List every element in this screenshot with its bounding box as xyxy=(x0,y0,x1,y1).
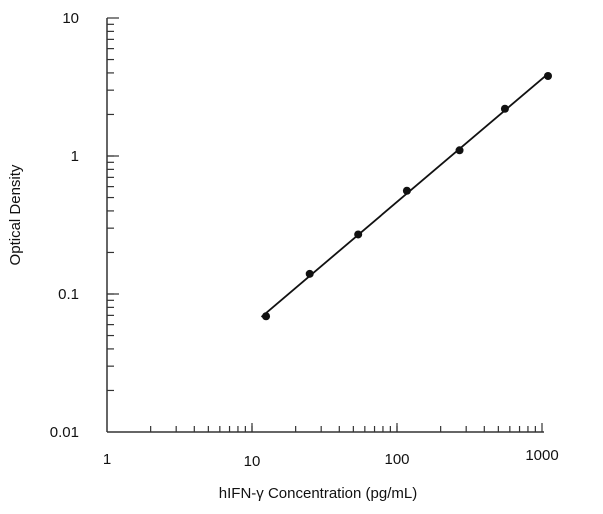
data-point xyxy=(262,312,271,321)
y-tick-label: 10 xyxy=(62,10,79,27)
y-tick-label: 0.01 xyxy=(50,424,79,441)
x-tick-label: 1 xyxy=(103,451,111,468)
data-point xyxy=(354,230,363,239)
x-tick-label: 10 xyxy=(244,453,261,470)
data-point xyxy=(455,146,464,155)
axes xyxy=(106,17,544,433)
data-point xyxy=(500,104,509,113)
data-point xyxy=(402,186,411,195)
x-tick-label: 100 xyxy=(384,451,409,468)
x-tick-labels: 1 10 100 1000 xyxy=(103,447,559,470)
x-tick-label: 1000 xyxy=(525,447,558,464)
y-axis-title: Optical Density xyxy=(7,164,24,265)
y-tick-label: 0.1 xyxy=(58,286,79,303)
y-tick-label: 1 xyxy=(71,148,79,165)
y-tick-labels: 10 1 0.1 0.01 xyxy=(50,10,79,441)
x-axis-title: hIFN-γ Concentration (pg/mL) xyxy=(219,485,417,502)
data-point xyxy=(544,71,553,80)
data-point xyxy=(305,269,314,278)
data-marks xyxy=(260,71,553,321)
